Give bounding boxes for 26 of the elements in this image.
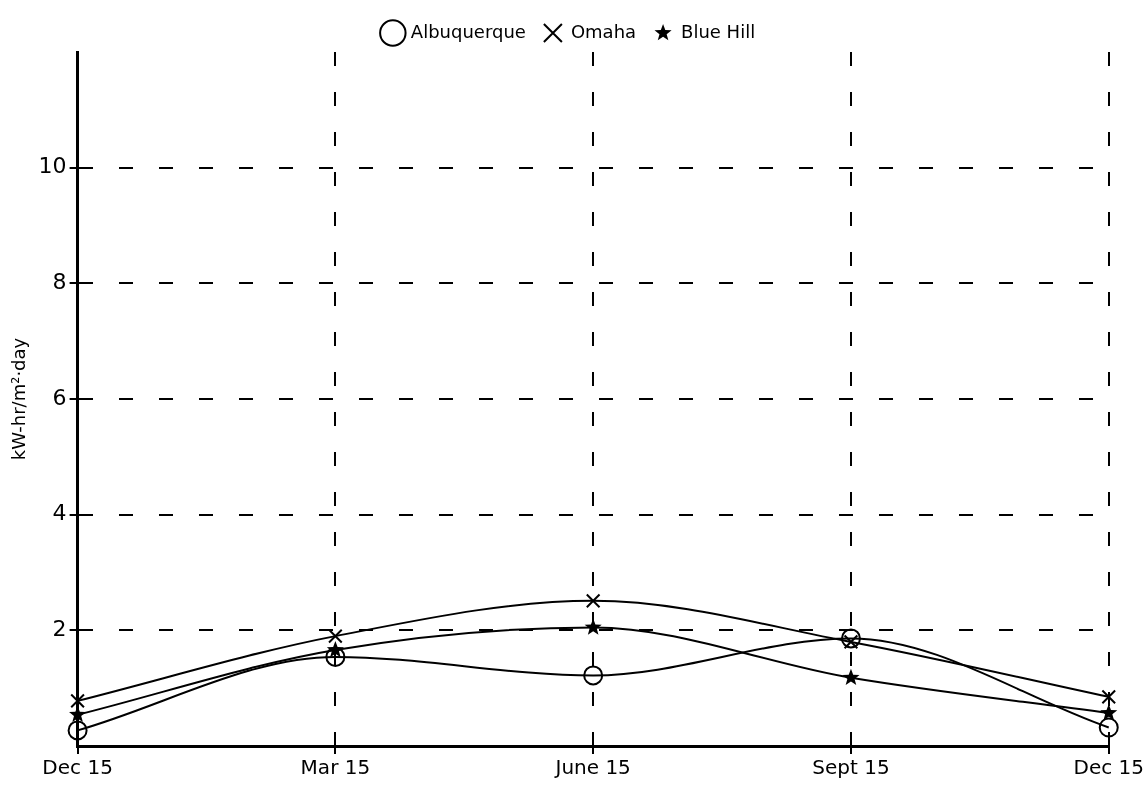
point [1098,717,1119,738]
y-tick-label: 4 [52,500,67,526]
point [842,668,860,686]
y-tick-label: 8 [52,269,67,295]
x-tick-label: Sept 15 [812,755,890,780]
point [840,628,861,649]
x-tick-label: June 15 [553,755,631,780]
y-tick-label: 10 [38,153,67,179]
point [67,720,88,741]
point [328,628,343,644]
y-tick-label: 6 [52,384,67,410]
y-tick-label: 2 [52,616,67,642]
point [1101,689,1117,705]
y-axis-title: kW-hr/m²·day [8,337,30,461]
x-tick-label: Dec 15 [42,755,113,780]
legend-label: Blue Hill [681,20,756,42]
point [1100,704,1118,721]
point [325,646,346,667]
point [326,641,344,658]
x-tick-label: Mar 15 [300,755,371,780]
point [585,593,601,609]
legend-label: Omaha [570,20,637,42]
legend-label: Albuquerque [410,20,526,42]
point [583,665,604,686]
point [70,693,85,709]
x-tick-label: Dec 15 [1073,755,1144,780]
